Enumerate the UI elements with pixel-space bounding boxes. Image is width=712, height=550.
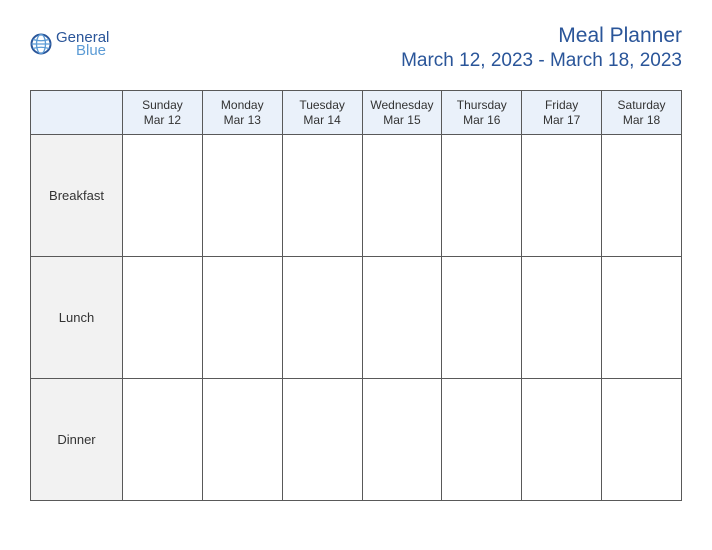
day-name: Thursday	[444, 98, 519, 113]
meal-header: Lunch	[31, 257, 123, 379]
day-name: Wednesday	[365, 98, 440, 113]
brand-line2: Blue	[76, 43, 109, 58]
day-header: Saturday Mar 18	[602, 91, 682, 135]
meal-cell[interactable]	[602, 257, 682, 379]
corner-cell	[31, 91, 123, 135]
day-date: Mar 12	[125, 113, 200, 128]
meal-cell[interactable]	[442, 379, 522, 501]
table-row: Lunch	[31, 257, 682, 379]
meal-cell[interactable]	[202, 379, 282, 501]
page-title: Meal Planner	[401, 24, 682, 48]
day-date: Mar 16	[444, 113, 519, 128]
meal-cell[interactable]	[442, 257, 522, 379]
brand-logo: General Blue	[30, 24, 109, 58]
meal-cell[interactable]	[522, 379, 602, 501]
meal-cell[interactable]	[602, 379, 682, 501]
day-name: Tuesday	[285, 98, 360, 113]
globe-icon	[30, 33, 52, 55]
day-header: Wednesday Mar 15	[362, 91, 442, 135]
day-date: Mar 15	[365, 113, 440, 128]
meal-cell[interactable]	[522, 257, 602, 379]
day-name: Sunday	[125, 98, 200, 113]
meal-cell[interactable]	[202, 135, 282, 257]
meal-cell[interactable]	[123, 379, 203, 501]
meal-cell[interactable]	[362, 379, 442, 501]
day-date: Mar 18	[604, 113, 679, 128]
meal-cell[interactable]	[123, 135, 203, 257]
meal-cell[interactable]	[362, 257, 442, 379]
brand-text: General Blue	[56, 30, 109, 58]
meal-cell[interactable]	[362, 135, 442, 257]
meal-cell[interactable]	[522, 135, 602, 257]
meal-cell[interactable]	[123, 257, 203, 379]
meal-cell[interactable]	[282, 257, 362, 379]
day-header: Sunday Mar 12	[123, 91, 203, 135]
meal-cell[interactable]	[202, 257, 282, 379]
header-row: Sunday Mar 12 Monday Mar 13 Tuesday Mar …	[31, 91, 682, 135]
table-row: Breakfast	[31, 135, 682, 257]
day-header: Monday Mar 13	[202, 91, 282, 135]
day-header: Tuesday Mar 14	[282, 91, 362, 135]
table-row: Dinner	[31, 379, 682, 501]
day-header: Friday Mar 17	[522, 91, 602, 135]
day-name: Saturday	[604, 98, 679, 113]
day-name: Friday	[524, 98, 599, 113]
day-name: Monday	[205, 98, 280, 113]
day-header: Thursday Mar 16	[442, 91, 522, 135]
meal-planner-table: Sunday Mar 12 Monday Mar 13 Tuesday Mar …	[30, 90, 682, 501]
meal-cell[interactable]	[602, 135, 682, 257]
meal-header: Breakfast	[31, 135, 123, 257]
meal-header: Dinner	[31, 379, 123, 501]
meal-cell[interactable]	[282, 135, 362, 257]
meal-cell[interactable]	[282, 379, 362, 501]
title-block: Meal Planner March 12, 2023 - March 18, …	[401, 24, 682, 72]
header: General Blue Meal Planner March 12, 2023…	[30, 24, 682, 72]
meal-cell[interactable]	[442, 135, 522, 257]
day-date: Mar 17	[524, 113, 599, 128]
day-date: Mar 13	[205, 113, 280, 128]
date-range: March 12, 2023 - March 18, 2023	[401, 50, 682, 72]
day-date: Mar 14	[285, 113, 360, 128]
